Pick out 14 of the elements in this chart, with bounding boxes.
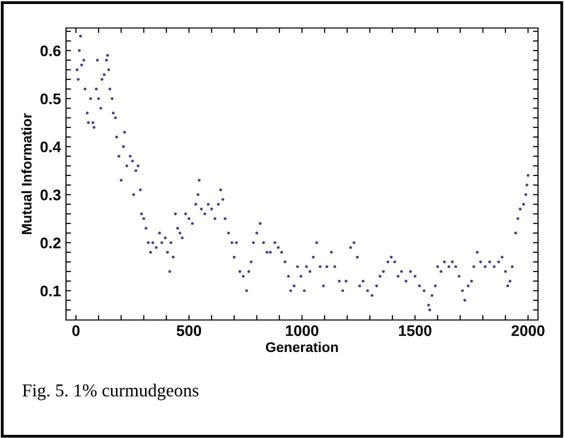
x-tick-label: 500: [176, 325, 202, 336]
y-tick-label: 0.2: [40, 238, 61, 248]
y-tick-label: 0.3: [40, 190, 61, 200]
x-axis-title: Generation: [266, 342, 338, 352]
x-tick-label: 2000: [512, 325, 544, 336]
x-tick-label: 1500: [398, 325, 432, 336]
y-tick-label: 0.4: [40, 141, 62, 152]
y-tick-label: 0.6: [40, 45, 61, 56]
y-tick-label: 0.5: [40, 93, 61, 104]
x-tick-label: 0: [72, 325, 80, 336]
y-tick-label: 0.1: [40, 286, 61, 296]
caption: Fig. 5. 1% curmudgeons: [22, 384, 198, 400]
y-axis-title: Mutual Informatior: [21, 113, 32, 234]
x-tick-label: 1000: [286, 325, 318, 336]
